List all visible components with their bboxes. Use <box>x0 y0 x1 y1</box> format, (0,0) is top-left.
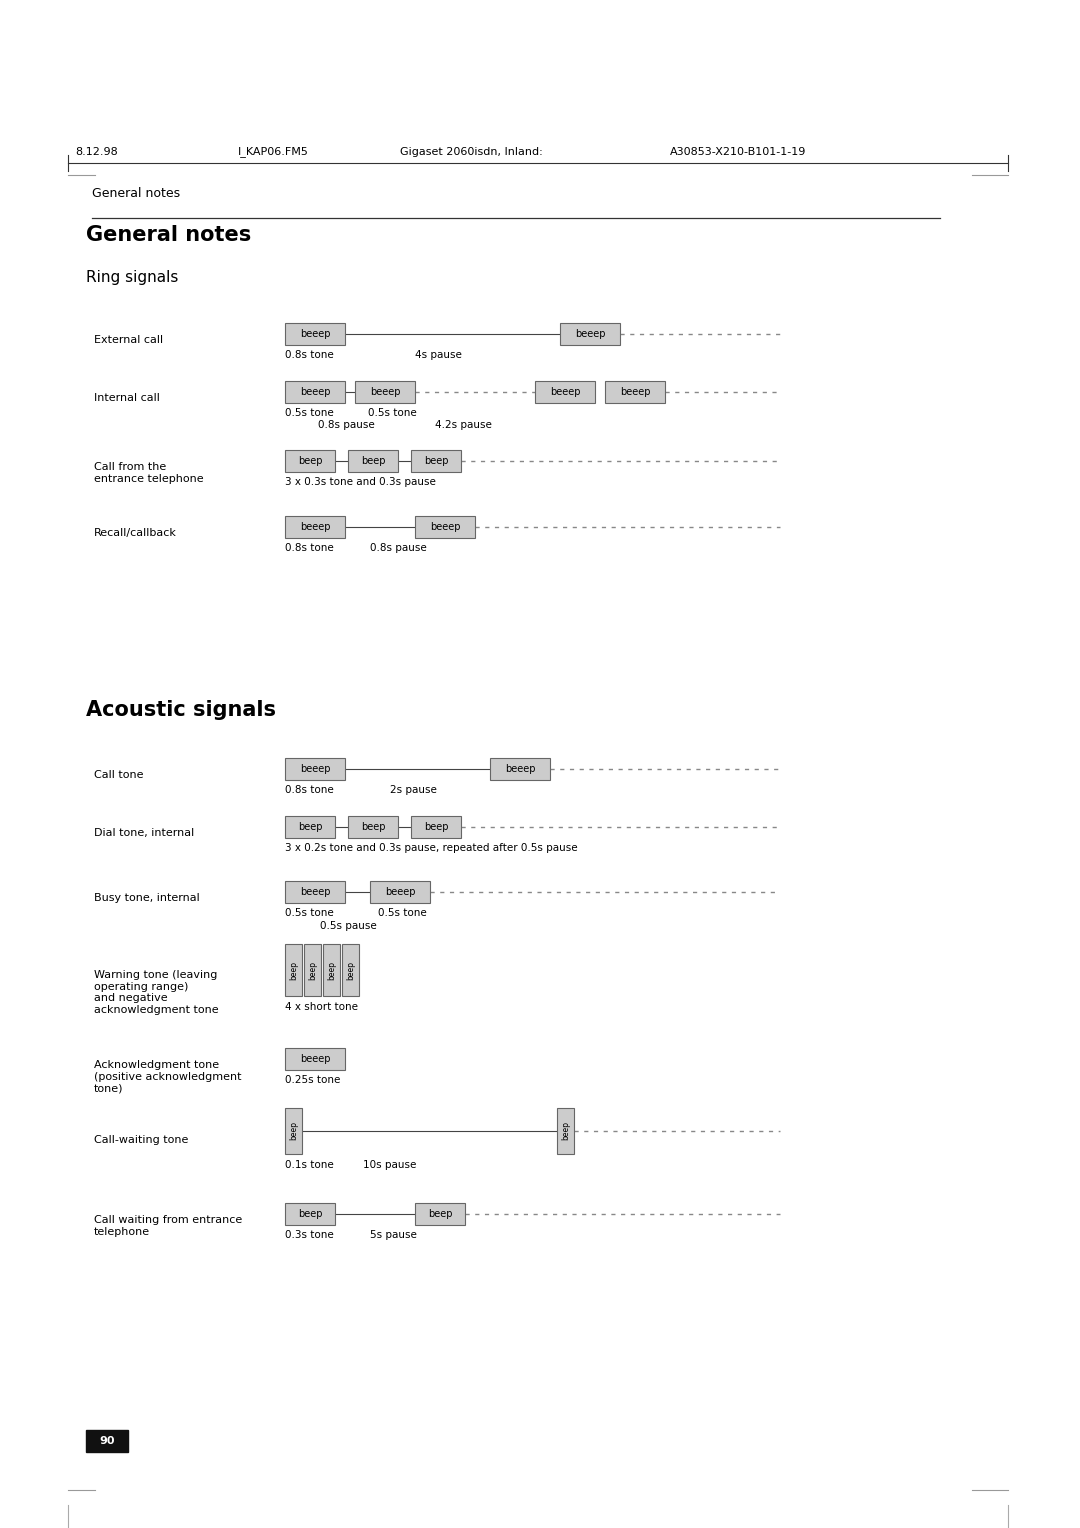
Bar <box>285 516 345 538</box>
Bar <box>490 758 550 779</box>
Bar <box>285 1108 302 1154</box>
Text: Acknowledgment tone
(positive acknowledgment
tone): Acknowledgment tone (positive acknowledg… <box>94 1060 242 1093</box>
Text: beeep: beeep <box>369 387 401 397</box>
Text: 8.12.98: 8.12.98 <box>75 147 118 157</box>
Text: 10s pause: 10s pause <box>363 1160 417 1170</box>
Bar <box>285 451 335 472</box>
Text: beep: beep <box>289 1122 298 1140</box>
Text: beeep: beeep <box>575 329 605 339</box>
Text: beeep: beeep <box>504 764 536 775</box>
Bar <box>323 944 340 996</box>
Bar <box>285 380 345 403</box>
Text: beeep: beeep <box>300 764 330 775</box>
Text: beeep: beeep <box>300 1054 330 1063</box>
Text: 2s pause: 2s pause <box>390 785 437 795</box>
Text: 4s pause: 4s pause <box>415 350 462 361</box>
Text: beeep: beeep <box>430 523 460 532</box>
Bar <box>342 944 359 996</box>
Text: External call: External call <box>94 335 163 345</box>
Text: beep: beep <box>423 455 448 466</box>
Bar <box>285 944 302 996</box>
Bar <box>535 380 595 403</box>
Text: 0.8s pause: 0.8s pause <box>370 542 427 553</box>
Text: beep: beep <box>561 1122 570 1140</box>
Text: beeep: beeep <box>550 387 580 397</box>
Text: 0.8s tone: 0.8s tone <box>285 785 334 795</box>
Text: beeep: beeep <box>300 886 330 897</box>
Bar <box>411 451 461 472</box>
Text: beep: beep <box>423 822 448 833</box>
Text: beep: beep <box>298 822 322 833</box>
Text: Ring signals: Ring signals <box>86 270 178 286</box>
Text: Dial tone, internal: Dial tone, internal <box>94 828 194 837</box>
Text: Acoustic signals: Acoustic signals <box>86 700 276 720</box>
Text: A30853-X210-B101-1-19: A30853-X210-B101-1-19 <box>670 147 807 157</box>
Text: Busy tone, internal: Busy tone, internal <box>94 892 200 903</box>
Text: 0.1s tone: 0.1s tone <box>285 1160 334 1170</box>
Bar <box>285 816 335 837</box>
Bar <box>348 816 399 837</box>
Text: Call tone: Call tone <box>94 770 144 779</box>
Text: beep: beep <box>428 1209 453 1219</box>
Text: beeep: beeep <box>300 387 330 397</box>
Text: 0.8s pause: 0.8s pause <box>318 420 375 429</box>
Text: Call-waiting tone: Call-waiting tone <box>94 1135 188 1144</box>
Text: Warning tone (leaving
operating range)
and negative
acknowledgment tone: Warning tone (leaving operating range) a… <box>94 970 218 1015</box>
Text: Gigaset 2060isdn, Inland:: Gigaset 2060isdn, Inland: <box>400 147 543 157</box>
Text: beeep: beeep <box>300 329 330 339</box>
Text: 4.2s pause: 4.2s pause <box>435 420 491 429</box>
Bar <box>557 1108 573 1154</box>
Text: 0.5s pause: 0.5s pause <box>320 921 377 931</box>
Text: 4 x short tone: 4 x short tone <box>285 1002 357 1012</box>
Text: 3 x 0.3s tone and 0.3s pause: 3 x 0.3s tone and 0.3s pause <box>285 477 436 487</box>
Bar <box>355 380 415 403</box>
Bar <box>285 1203 335 1225</box>
Text: Internal call: Internal call <box>94 393 160 403</box>
Text: 3 x 0.2s tone and 0.3s pause, repeated after 0.5s pause: 3 x 0.2s tone and 0.3s pause, repeated a… <box>285 843 578 853</box>
Bar <box>415 1203 465 1225</box>
Bar <box>86 1430 129 1452</box>
Text: 0.3s tone: 0.3s tone <box>285 1230 334 1241</box>
Bar <box>411 816 461 837</box>
Text: beep: beep <box>289 961 298 979</box>
Text: beep: beep <box>298 455 322 466</box>
Text: 0.5s tone: 0.5s tone <box>285 408 334 419</box>
Text: 0.5s tone: 0.5s tone <box>368 408 417 419</box>
Text: beep: beep <box>298 1209 322 1219</box>
Text: General notes: General notes <box>86 225 252 244</box>
Text: I_KAP06.FM5: I_KAP06.FM5 <box>238 147 309 157</box>
Bar <box>415 516 475 538</box>
Text: beep: beep <box>327 961 336 979</box>
Text: beep: beep <box>361 822 386 833</box>
Text: beep: beep <box>361 455 386 466</box>
Text: beeep: beeep <box>620 387 650 397</box>
Text: 0.5s tone: 0.5s tone <box>378 908 427 918</box>
Text: 0.5s tone: 0.5s tone <box>285 908 334 918</box>
Text: Call waiting from entrance
telephone: Call waiting from entrance telephone <box>94 1215 242 1236</box>
Text: beep: beep <box>308 961 318 979</box>
Text: beeep: beeep <box>384 886 415 897</box>
Text: 0.25s tone: 0.25s tone <box>285 1076 340 1085</box>
Text: General notes: General notes <box>92 186 180 200</box>
Text: 5s pause: 5s pause <box>370 1230 417 1241</box>
Bar <box>285 758 345 779</box>
Text: 0.8s tone: 0.8s tone <box>285 350 334 361</box>
Bar <box>348 451 399 472</box>
Bar <box>605 380 665 403</box>
Text: beep: beep <box>346 961 355 979</box>
Bar <box>561 322 620 345</box>
Bar <box>303 944 321 996</box>
Text: Recall/callback: Recall/callback <box>94 529 177 538</box>
Bar <box>285 322 345 345</box>
Text: 0.8s tone: 0.8s tone <box>285 542 334 553</box>
Bar <box>285 882 345 903</box>
Bar <box>370 882 430 903</box>
Text: Call from the
entrance telephone: Call from the entrance telephone <box>94 461 204 483</box>
Text: 90: 90 <box>99 1436 114 1445</box>
Bar <box>285 1048 345 1070</box>
Text: beeep: beeep <box>300 523 330 532</box>
